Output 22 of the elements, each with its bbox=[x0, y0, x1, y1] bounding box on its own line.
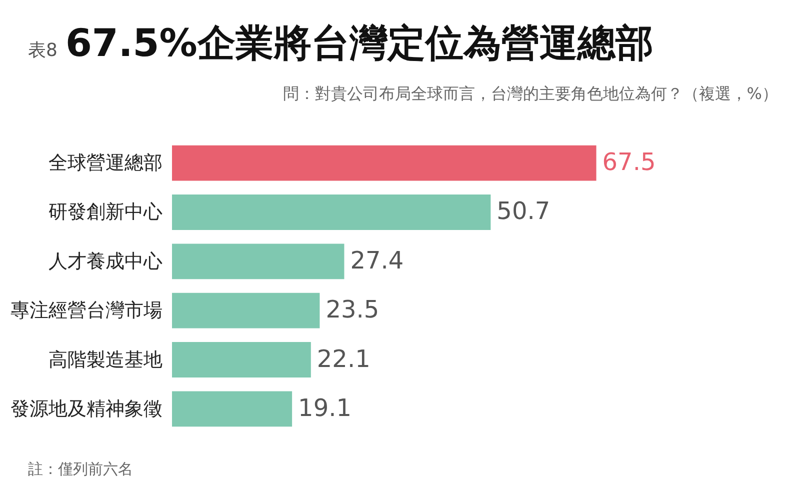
data-label: 22.1 bbox=[316, 344, 370, 373]
y-tick-label: 研發創新中心 bbox=[48, 201, 162, 224]
text: 註：僅列前六名 bbox=[28, 460, 133, 479]
data-label: 27.4 bbox=[350, 246, 404, 274]
y-tick-label: 高階製造基地 bbox=[48, 348, 162, 371]
chart-subtitle: 問：對貴公司布局全球而言，台灣的主要角色地位為何？（複選，%） bbox=[282, 84, 778, 105]
y-tick-label: 專注經營台灣市場 bbox=[10, 300, 162, 322]
y-tick-label: 人才養成中心 bbox=[48, 250, 162, 272]
y-tick-label: 發源地及精神象徵 bbox=[10, 398, 162, 420]
bar bbox=[172, 145, 596, 181]
data-label: 50.7 bbox=[496, 197, 550, 226]
bar bbox=[172, 342, 311, 378]
chart-title: 67.5%企業將台灣定位為營運總部 bbox=[65, 21, 654, 65]
bar bbox=[172, 292, 320, 328]
bar bbox=[172, 391, 292, 427]
text: 表8 bbox=[28, 40, 58, 61]
data-label: 67.5 bbox=[602, 148, 656, 176]
bar bbox=[172, 244, 344, 280]
bar bbox=[172, 194, 491, 230]
y-tick-label: 全球營運總部 bbox=[48, 152, 162, 174]
data-label: 23.5 bbox=[326, 296, 380, 324]
data-label: 19.1 bbox=[298, 394, 352, 422]
